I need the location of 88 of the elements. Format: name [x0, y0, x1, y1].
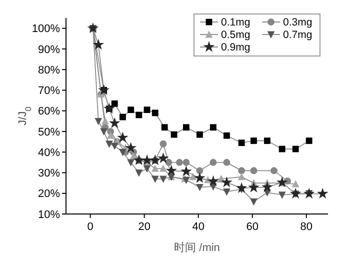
x-tick-label: 40: [192, 221, 204, 233]
point: [160, 176, 167, 183]
point: [236, 182, 248, 194]
point: [160, 140, 167, 148]
point: [194, 172, 206, 183]
point: [223, 188, 230, 196]
point: [221, 176, 232, 188]
point: [98, 84, 110, 96]
point: [151, 176, 159, 183]
point: [92, 38, 104, 50]
point: [210, 158, 217, 166]
point: [104, 102, 115, 114]
point: [250, 198, 258, 206]
point: [166, 164, 178, 176]
x-tick-label: 80: [300, 221, 313, 233]
point: [238, 167, 246, 174]
y-tick-label: 60%: [38, 106, 60, 118]
y-tick-label: 50%: [38, 126, 60, 138]
point: [111, 100, 118, 107]
point: [270, 167, 278, 174]
point: [127, 159, 135, 166]
legend-label: 0.9mg: [221, 42, 250, 54]
point: [94, 118, 102, 126]
point: [161, 124, 168, 131]
point: [196, 184, 204, 192]
point: [303, 188, 315, 199]
point: [210, 124, 216, 131]
point: [101, 117, 109, 124]
point: [100, 128, 108, 136]
y-tick-label: 70%: [38, 85, 60, 98]
y-tick-label: 80%: [38, 64, 60, 76]
point: [182, 124, 190, 131]
point: [170, 131, 178, 138]
point: [180, 166, 192, 176]
y-tick-label: 10%: [38, 208, 60, 221]
point: [224, 132, 230, 139]
point: [262, 181, 273, 192]
point: [144, 106, 150, 114]
point: [152, 110, 158, 116]
point: [306, 138, 312, 144]
point: [292, 180, 300, 188]
legend-label: 0.5mg: [221, 29, 250, 42]
x-tick-label: 0: [87, 221, 94, 233]
y-tick-label: 100%: [32, 23, 60, 36]
y-tick-label: 40%: [38, 146, 60, 159]
point: [208, 175, 219, 186]
point: [238, 140, 245, 146]
legend-label: 0.3mg: [283, 16, 312, 29]
y-tick-label: 20%: [38, 188, 60, 200]
point: [117, 132, 128, 142]
point: [176, 158, 183, 166]
x-tick-label: 20: [138, 221, 150, 233]
point: [264, 138, 270, 144]
point: [182, 158, 190, 166]
point: [119, 148, 126, 156]
point: [250, 167, 258, 174]
point: [196, 167, 204, 174]
point: [248, 182, 260, 192]
point: [290, 188, 302, 199]
point: [160, 164, 167, 172]
point: [106, 132, 114, 139]
x-axis-title: 时间 /min: [174, 241, 220, 254]
point: [223, 158, 230, 166]
point: [108, 117, 120, 128]
point: [110, 142, 118, 150]
point: [278, 192, 286, 199]
point: [292, 146, 299, 152]
point: [106, 140, 113, 148]
point: [136, 112, 142, 118]
point: [120, 114, 126, 120]
point: [151, 164, 159, 172]
point: [158, 152, 169, 164]
y-tick-label: 30%: [38, 168, 60, 180]
y-tick-label: 90%: [38, 44, 60, 56]
point: [128, 106, 134, 114]
point: [141, 154, 153, 166]
point: [125, 142, 136, 153]
point: [135, 170, 143, 177]
x-tick-label: 60: [246, 221, 258, 233]
point: [143, 165, 151, 173]
point: [276, 176, 288, 188]
legend-label: 0.7mg: [283, 29, 312, 42]
point: [278, 146, 286, 152]
legend-label: 0.1mg: [221, 16, 250, 29]
point: [316, 188, 328, 199]
point: [238, 172, 246, 180]
point: [250, 138, 257, 144]
point: [196, 131, 203, 138]
